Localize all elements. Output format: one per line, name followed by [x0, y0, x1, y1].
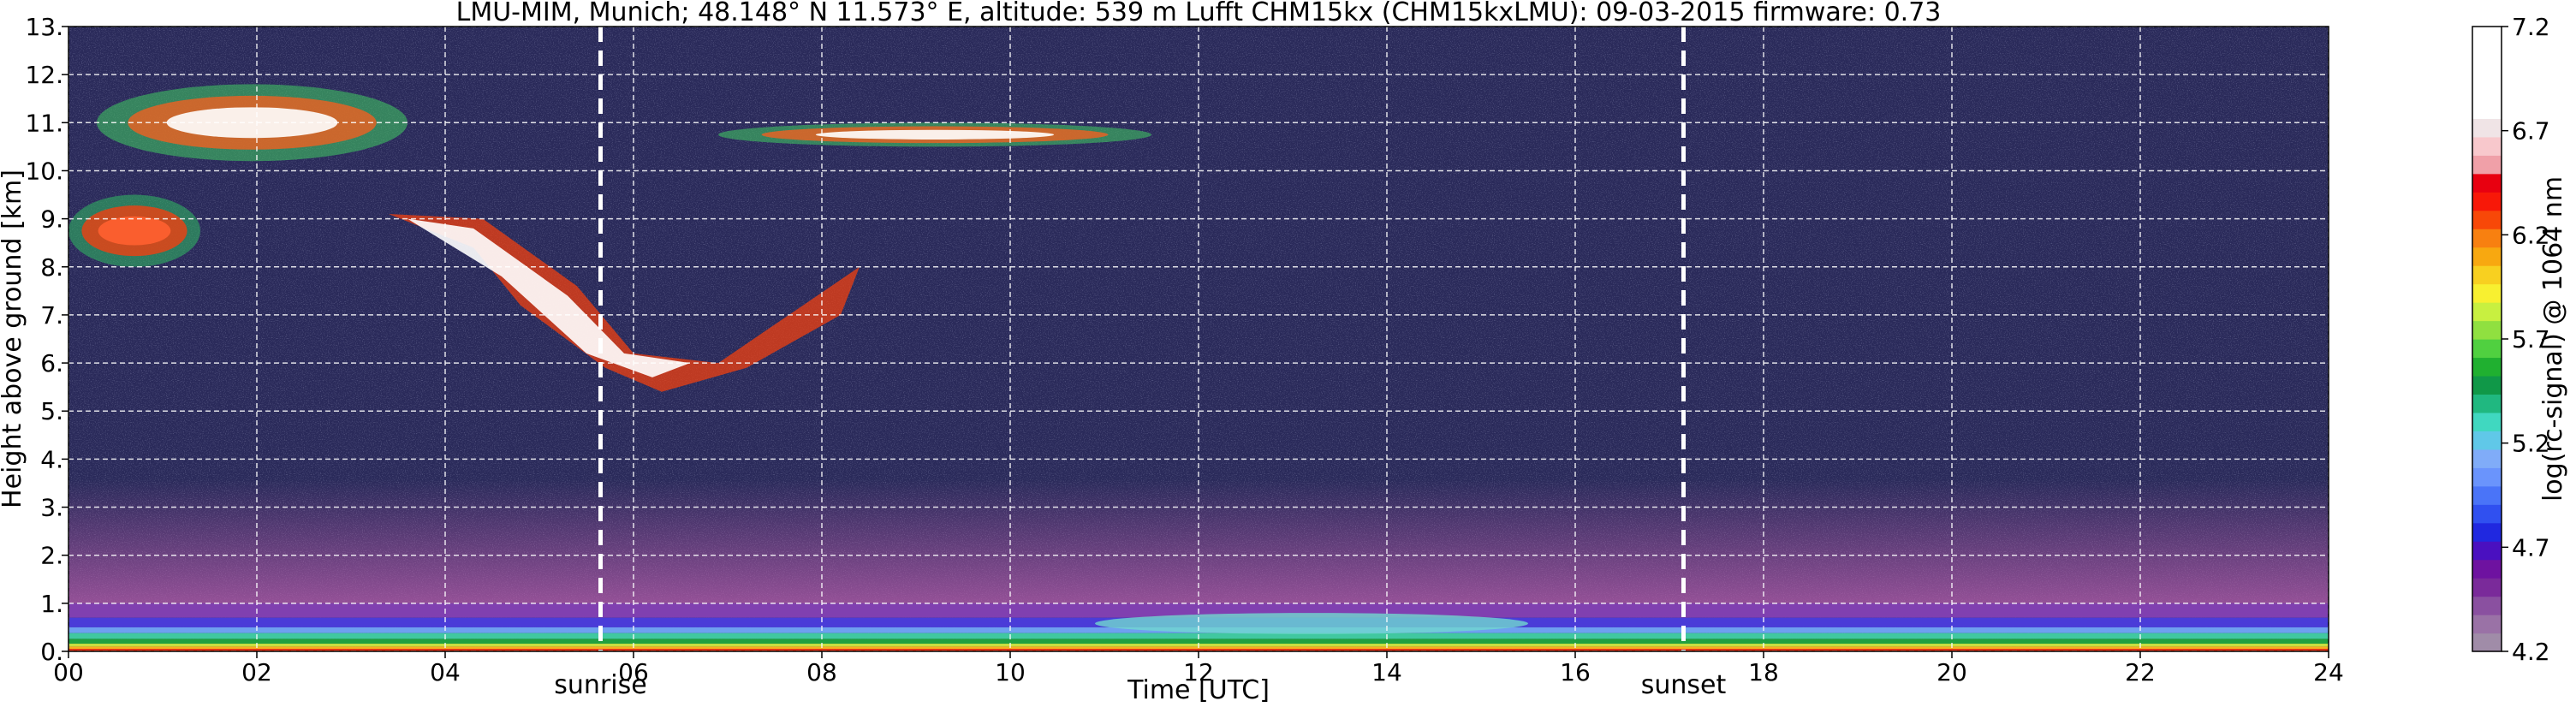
colorbar-tick-label: 4.2 [2512, 638, 2550, 666]
colorbar-swatch [2472, 615, 2502, 634]
colorbar-swatch [2472, 339, 2502, 359]
sunrise-label: sunrise [554, 670, 646, 700]
x-tick-label: 04 [430, 658, 461, 686]
x-tick-label: 02 [241, 658, 272, 686]
grid [68, 27, 2329, 651]
colorbar-swatch [2472, 62, 2502, 83]
y-tick-label: 1. [40, 590, 63, 618]
colorbar-swatch [2472, 118, 2502, 138]
y-tick-label: 10. [25, 157, 63, 185]
colorbar-swatch [2472, 99, 2502, 119]
colorbar-swatch [2472, 45, 2502, 64]
colorbar-swatch [2472, 449, 2502, 468]
colorbar-swatch [2472, 412, 2502, 431]
colorbar-tick-label: 5.7 [2512, 325, 2550, 354]
cirrus-core [815, 129, 1055, 140]
y-tick-label: 4. [40, 445, 63, 473]
colorbar-swatch [2472, 265, 2502, 285]
x-tick-label: 24 [2313, 658, 2344, 686]
y-tick-label: 8. [40, 253, 63, 282]
x-tick-label: 18 [1748, 658, 1779, 686]
colorbar-swatch [2472, 633, 2502, 652]
y-axis-ticks: 0. 1. 2. 3. 4. 5. 6. 7. 8. 9. 10. 11. 12. 13. [25, 13, 68, 666]
plot-area [68, 27, 2329, 651]
colorbar-swatch [2472, 541, 2502, 561]
descending-cloud-core [408, 218, 690, 377]
y-tick-label: 0. [40, 638, 63, 666]
colorbar-swatch [2472, 559, 2502, 579]
sun-labels: sunrise sunset [554, 670, 1726, 700]
colorbar-swatch [2472, 596, 2502, 615]
colorbar-swatch [2472, 136, 2502, 156]
colorbar-tick-label: 6.2 [2512, 221, 2550, 249]
x-tick-label: 16 [1560, 658, 1591, 686]
x-tick-label: 00 [53, 658, 84, 686]
y-tick-label: 2. [40, 542, 63, 570]
colorbar-swatch [2472, 302, 2502, 322]
boundary-layer-mixing [1095, 613, 1528, 634]
colorbar-tick-label: 5.2 [2512, 430, 2550, 458]
colorbar [2472, 27, 2502, 652]
colorbar-swatch [2472, 173, 2502, 193]
y-tick-label: 9. [40, 205, 63, 234]
colorbar-tick-label: 7.2 [2512, 13, 2550, 41]
sun-lines [598, 27, 1686, 651]
colorbar-tick-label: 4.7 [2512, 533, 2550, 561]
colorbar-swatch [2472, 229, 2502, 248]
cloud-core [98, 216, 171, 246]
y-tick-label: 7. [40, 301, 63, 330]
colorbar-ticks: 4.2 4.7 5.2 5.7 6.2 6.7 7.2 [2502, 13, 2550, 666]
colorbar-swatch [2472, 578, 2502, 597]
colorbar-tick-label: 6.7 [2512, 117, 2550, 146]
y-tick-label: 13. [25, 13, 63, 41]
colorbar-swatch [2472, 467, 2502, 487]
x-tick-label: 08 [806, 658, 837, 686]
x-tick-label: 22 [2125, 658, 2156, 686]
x-tick-label: 12 [1183, 658, 1214, 686]
colorbar-swatch [2472, 320, 2502, 340]
colorbar-swatch [2472, 357, 2502, 377]
colorbar-swatch [2472, 247, 2502, 266]
sunset-label: sunset [1641, 670, 1727, 700]
x-tick-label: 20 [1936, 658, 1967, 686]
x-axis-ticks: 00 02 04 06 08 10 12 14 16 18 20 22 24 [53, 651, 2344, 686]
colorbar-label: log(rc-signal) @ 1064 nm [2538, 176, 2568, 502]
x-axis-label: Time [UTC] [1127, 675, 1270, 705]
colorbar-swatch [2472, 283, 2502, 303]
y-axis-label: Height above ground [km] [0, 169, 27, 508]
y-tick-label: 3. [40, 494, 63, 522]
boundary-layer-band [68, 639, 2329, 645]
colorbar-swatch [2472, 394, 2502, 413]
colorbar-swatch [2472, 155, 2502, 175]
colorbar-swatch [2472, 210, 2502, 229]
colorbar-swatch [2472, 522, 2502, 542]
y-tick-label: 11. [25, 109, 63, 137]
colorbar-swatch [2472, 81, 2502, 101]
colorbar-swatch [2472, 485, 2502, 505]
y-tick-label: 5. [40, 397, 63, 425]
y-tick-label: 6. [40, 349, 63, 377]
x-tick-label: 10 [995, 658, 1026, 686]
colorbar-swatch [2472, 431, 2502, 450]
colorbar-swatch [2472, 27, 2502, 46]
boundary-layer-band [68, 649, 2329, 651]
colorbar-swatch [2472, 192, 2502, 211]
colorbar-swatch [2472, 504, 2502, 524]
chart-title: LMU-MIM, Munich; 48.148° N 11.573° E, al… [456, 0, 1942, 27]
x-tick-label: 06 [618, 658, 649, 686]
colorbar-swatch [2472, 375, 2502, 395]
y-tick-label: 12. [25, 61, 63, 89]
x-tick-label: 14 [1371, 658, 1402, 686]
